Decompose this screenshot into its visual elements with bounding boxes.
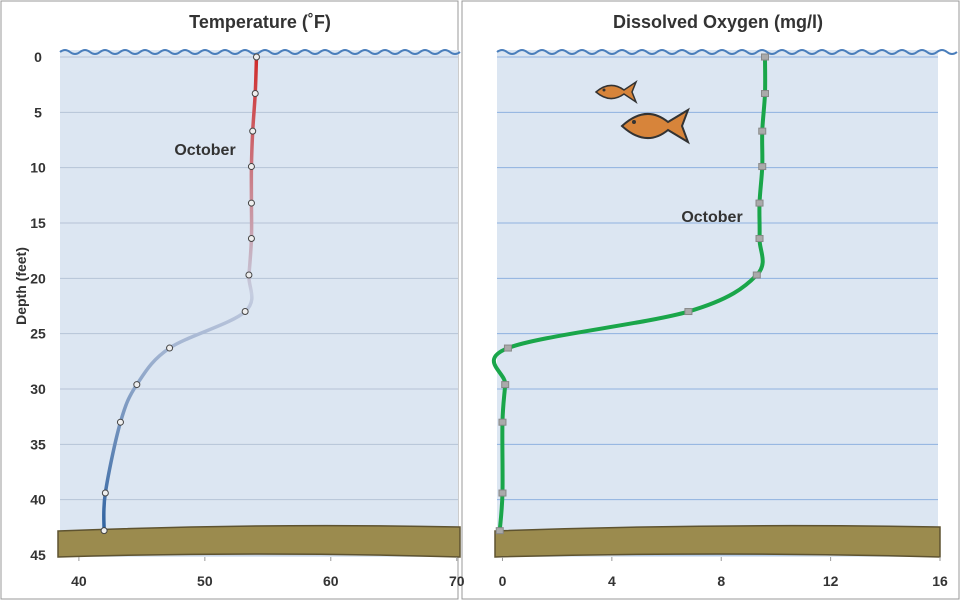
x-tick-label: 50	[197, 573, 213, 589]
series-annotation: October	[681, 209, 742, 226]
y-tick-label: 15	[30, 215, 46, 231]
data-marker	[498, 489, 507, 497]
data-marker	[249, 127, 257, 135]
y-tick-label: 35	[30, 436, 46, 452]
data-marker	[100, 527, 108, 535]
x-tick-label: 4	[608, 573, 616, 589]
plot-area	[497, 50, 938, 557]
fish-icon	[594, 80, 638, 104]
y-tick-label: 30	[30, 381, 46, 397]
data-marker	[252, 53, 260, 61]
data-marker	[247, 199, 255, 207]
water-surface	[496, 49, 958, 55]
plot-area	[60, 50, 458, 557]
data-marker	[247, 163, 255, 171]
x-tick-label: 40	[71, 573, 87, 589]
x-tick-label: 8	[717, 573, 725, 589]
data-marker	[133, 381, 141, 389]
chart-title: Dissolved Oxygen (mg/l)	[613, 12, 823, 32]
data-marker	[116, 418, 124, 426]
data-marker	[501, 381, 510, 389]
data-marker	[758, 127, 767, 135]
data-marker	[251, 90, 259, 98]
data-marker	[495, 527, 504, 535]
data-marker	[101, 489, 109, 497]
data-marker	[247, 234, 255, 242]
x-tick-label: 16	[932, 573, 948, 589]
series-annotation: October	[174, 142, 235, 159]
data-marker	[166, 344, 174, 352]
data-marker	[684, 308, 693, 316]
x-tick-label: 60	[323, 573, 339, 589]
x-tick-label: 0	[499, 573, 507, 589]
chart: 0 4 8 12 16 Dissolved Oxygen (mg/l) October	[491, 12, 958, 589]
chart: 0 5 10 15 20 25 30 35 40 45 40 50 60 70 Temperature (˚…	[13, 12, 465, 589]
y-tick-label: 45	[30, 547, 46, 563]
y-tick-label: 10	[30, 160, 46, 176]
x-tick-label: 70	[449, 573, 465, 589]
data-marker	[503, 344, 512, 352]
water-surface	[59, 49, 461, 55]
y-axis-label: Depth (feet)	[13, 247, 29, 325]
sediment	[494, 524, 941, 558]
y-tick-label: 20	[30, 270, 46, 286]
y-tick-label: 25	[30, 326, 46, 342]
x-tick-label: 12	[823, 573, 839, 589]
y-tick-label: 5	[34, 104, 42, 120]
y-tick-label: 0	[34, 49, 42, 65]
chart-title: Temperature (˚F)	[189, 12, 331, 32]
data-marker	[752, 271, 761, 279]
y-tick-label: 40	[30, 492, 46, 508]
data-marker	[498, 418, 507, 426]
data-marker	[760, 90, 769, 98]
sediment	[57, 524, 461, 558]
fish-icon	[620, 107, 690, 145]
data-marker	[755, 234, 764, 242]
data-marker	[241, 308, 249, 316]
data-marker	[760, 53, 769, 61]
data-marker	[755, 199, 764, 207]
data-marker	[245, 271, 253, 279]
data-marker	[758, 163, 767, 171]
